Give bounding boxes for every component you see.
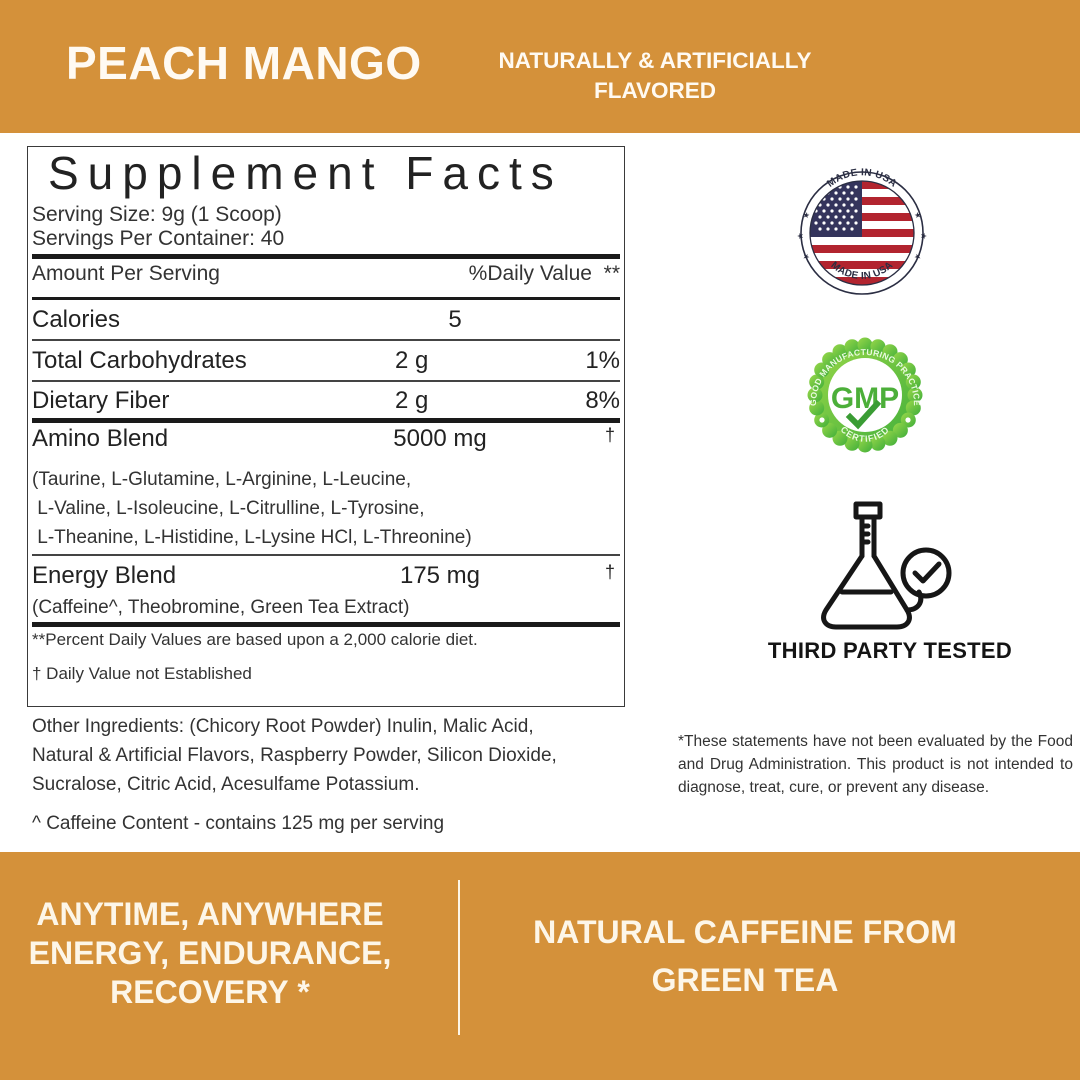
svg-text:GMP: GMP [831, 382, 899, 415]
svg-text:★: ★ [919, 232, 927, 239]
svg-text:★: ★ [797, 232, 805, 239]
